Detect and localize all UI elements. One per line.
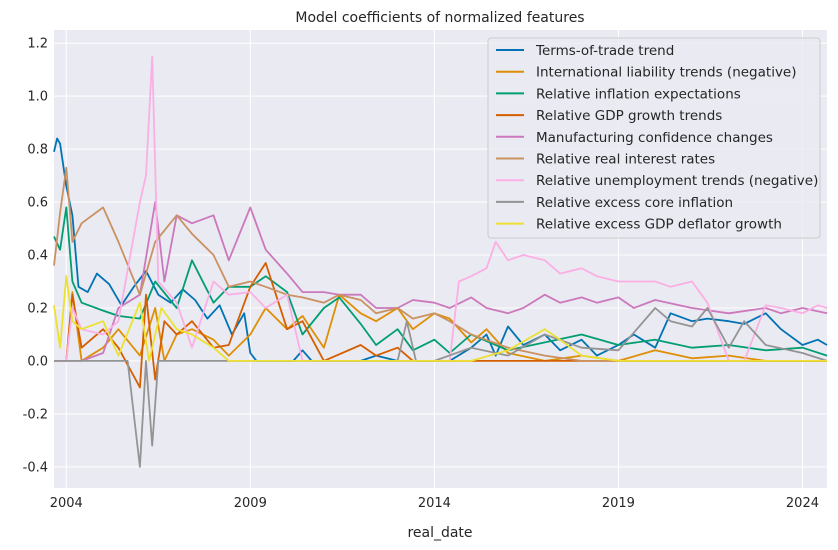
x-tick-label: 2014 — [418, 496, 451, 511]
x-tick-labels: 2004 2009 2014 2019 2024 — [50, 496, 819, 511]
y-tick-label: 0.0 — [27, 354, 48, 369]
y-tick-label: 0.4 — [27, 249, 48, 264]
legend-label: Relative GDP growth trends — [536, 108, 722, 124]
y-tick-label: 0.2 — [27, 301, 48, 316]
legend: Terms-of-trade trend International liabil… — [487, 37, 821, 239]
y-tick-labels: -0.4 -0.2 0.0 0.2 0.4 0.6 0.8 1.0 1.2 — [23, 37, 48, 476]
x-tick-label: 2024 — [786, 496, 819, 511]
x-tick-label: 2004 — [50, 496, 83, 511]
x-axis-label: real_date — [407, 525, 472, 541]
series-line — [54, 201, 828, 362]
y-tick-label: 0.8 — [27, 143, 48, 158]
y-tick-label: 0.6 — [27, 196, 48, 211]
legend-label: Manufacturing confidence changes — [536, 130, 773, 146]
series-lines — [53, 55, 828, 468]
legend-box — [487, 37, 821, 239]
chart-title: Model coefficients of normalized feature… — [295, 10, 584, 26]
x-tick-label: 2019 — [602, 496, 635, 511]
y-tick-label: 1.0 — [27, 90, 48, 105]
y-tick-label: -0.2 — [23, 407, 48, 422]
legend-label: Relative inflation expectations — [536, 86, 741, 102]
x-tick-label: 2009 — [234, 496, 267, 511]
y-tick-label: -0.4 — [23, 460, 48, 475]
legend-label: International liability trends (negative… — [536, 65, 797, 81]
legend-label: Relative excess GDP deflator growth — [536, 217, 782, 233]
series-line — [53, 275, 827, 362]
series-line — [54, 307, 828, 468]
series-line — [54, 262, 827, 389]
legend-label: Relative excess core inflation — [536, 195, 733, 211]
legend-label: Relative unemployment trends (negative) — [536, 173, 818, 189]
series-line — [54, 55, 828, 362]
legend-label: Terms-of-trade trend — [535, 43, 674, 59]
y-tick-label: 1.2 — [27, 37, 48, 52]
legend-label: Relative real interest rates — [536, 152, 715, 168]
